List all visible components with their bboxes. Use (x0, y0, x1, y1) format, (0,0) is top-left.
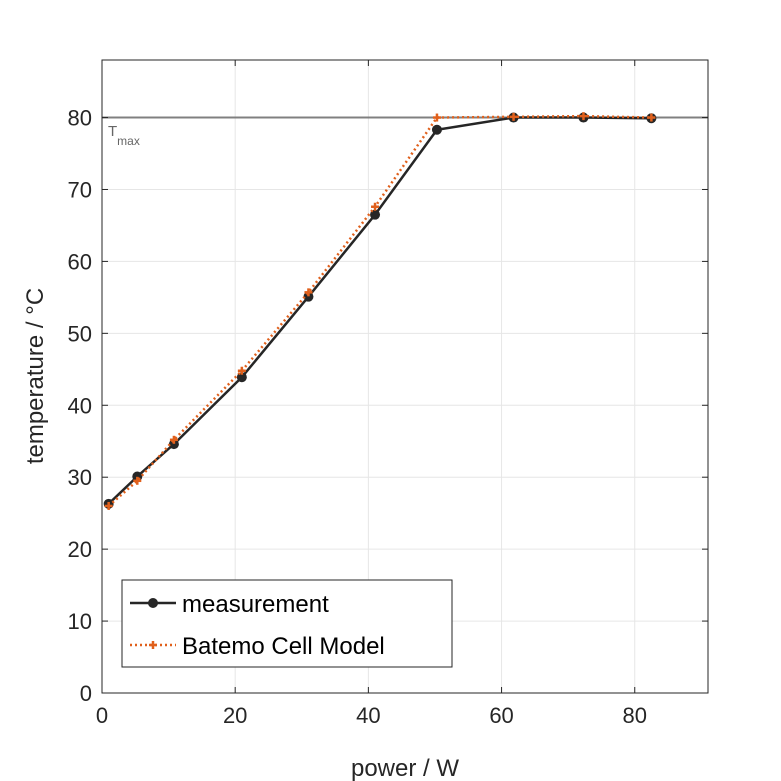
tmax-annotation-sub: max (117, 134, 140, 148)
tick-marks (101, 60, 708, 694)
data-point (133, 476, 142, 485)
x-tick-label: 20 (223, 703, 247, 728)
y-tick-label: 80 (68, 106, 92, 131)
x-tick-label: 80 (623, 703, 647, 728)
data-point (432, 113, 441, 122)
legend: measurement Batemo Cell Model (121, 579, 453, 668)
x-tick-label: 40 (356, 703, 380, 728)
data-point (169, 435, 178, 444)
x-tick-label: 60 (489, 703, 513, 728)
series-layer (103, 112, 657, 510)
tmax-annotation: Tmax (108, 123, 140, 148)
data-point (304, 288, 313, 297)
x-axis-label: power / W (351, 755, 459, 781)
series-1 (104, 112, 656, 510)
series-line-1 (107, 114, 652, 507)
y-axis-label: temperature / °C (22, 288, 49, 464)
data-point (647, 113, 656, 122)
x-tick-label: 0 (96, 703, 108, 728)
legend-marker-batemo (149, 641, 157, 649)
data-point (509, 112, 518, 121)
data-point (579, 112, 588, 121)
y-tick-label: 0 (80, 681, 92, 706)
data-point (371, 202, 380, 211)
plot-frame (101, 59, 709, 694)
data-point (104, 501, 113, 510)
legend-marker-measurement (148, 598, 158, 608)
tick-labels: 0 20 40 60 80 0 10 20 30 40 50 60 70 80 (68, 106, 647, 728)
tmax-annotation-main: T (108, 123, 117, 140)
legend-box (121, 579, 453, 668)
y-tick-label: 60 (68, 249, 92, 274)
data-point (237, 366, 246, 375)
y-tick-label: 20 (68, 537, 92, 562)
legend-label-batemo: Batemo Cell Model (182, 633, 385, 660)
y-tick-label: 70 (68, 177, 92, 202)
y-tick-label: 30 (68, 465, 92, 490)
data-point (303, 291, 314, 302)
y-tick-label: 10 (68, 609, 92, 634)
data-point (431, 124, 442, 135)
y-tick-label: 50 (68, 321, 92, 346)
legend-label-measurement: measurement (182, 591, 329, 618)
data-point (370, 209, 381, 220)
y-tick-label: 40 (68, 393, 92, 418)
